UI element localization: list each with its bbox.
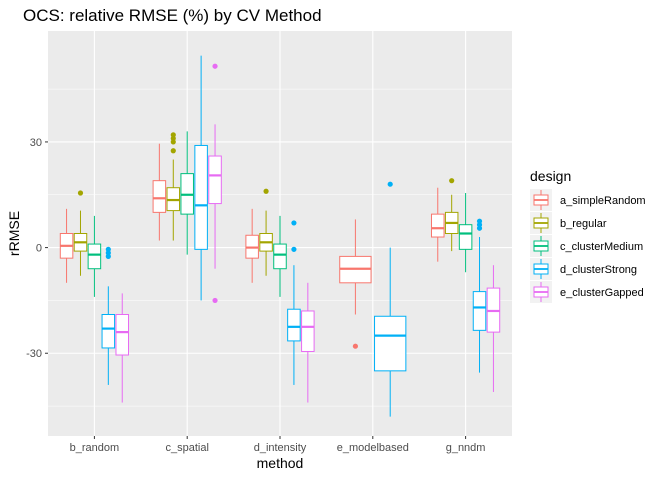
box-g_nndm (444, 178, 459, 252)
box-body (458, 224, 473, 250)
box-b_random (101, 246, 116, 385)
box-c_spatial (208, 63, 222, 304)
series-d_clusterStrong (101, 55, 487, 417)
outlier-point (170, 132, 176, 138)
outlier-point (263, 188, 269, 194)
box-d_intensity (259, 188, 273, 276)
outlier-point (352, 343, 358, 349)
box-body (287, 308, 301, 342)
box-g_nndm (458, 193, 473, 273)
box-series (59, 55, 501, 417)
outlier-point (212, 63, 218, 69)
x-tick-label: b_random (70, 442, 120, 454)
box-g_nndm (472, 218, 487, 373)
outlier-point (105, 253, 111, 259)
box-c_spatial (152, 143, 167, 241)
box-body (115, 314, 130, 356)
box-d_intensity (245, 208, 259, 283)
legend-title: design (530, 168, 571, 184)
box-e_modelbased (374, 181, 407, 417)
box-b_random (87, 215, 102, 297)
x-tick-label: e_modelbased (337, 442, 409, 454)
box-body (472, 291, 487, 331)
box-c_spatial (194, 55, 208, 301)
legend-item: a_simpleRandom (530, 189, 646, 211)
box-d_intensity (273, 215, 287, 297)
x-tick-label: d_intensity (254, 442, 307, 454)
outlier-point (212, 297, 218, 304)
outlier-point (449, 178, 455, 184)
box-body (194, 144, 208, 250)
box-body (152, 180, 167, 213)
y-axis-title: rRMSE (6, 211, 22, 256)
legend: design a_simpleRandom b_regular c_clusterM… (530, 168, 646, 303)
legend-label: c_clusterMedium (560, 241, 643, 253)
outlier-point (170, 148, 176, 154)
box-g_nndm (486, 265, 501, 392)
outlier-point (476, 225, 483, 231)
legend-item: e_clusterGapped (530, 281, 644, 303)
series-e_clusterGapped (115, 63, 501, 403)
box-e_modelbased (339, 219, 372, 349)
outlier-point (387, 181, 393, 187)
series-c_clusterMedium (87, 131, 473, 297)
box-g_nndm (430, 187, 445, 262)
box-c_spatial (166, 132, 181, 241)
y-tick-label: -30 (26, 348, 42, 360)
outlier-point (291, 220, 297, 226)
box-d_intensity (287, 220, 301, 385)
box-b_random (115, 293, 130, 403)
box-c_spatial (180, 131, 194, 255)
x-tick-label: g_nndm (446, 442, 486, 454)
box-b_random (73, 190, 88, 276)
box-body (101, 314, 116, 349)
legend-label: d_clusterStrong (560, 264, 637, 276)
box-b_random (59, 208, 74, 283)
legend-label: a_simpleRandom (560, 195, 646, 207)
series-a_simpleRandom (59, 143, 445, 349)
x-axis-title: method (257, 455, 304, 471)
y-tick-label: 0 (36, 243, 42, 255)
box-d_intensity (301, 282, 315, 403)
box-body (301, 310, 315, 352)
legend-item: d_clusterStrong (530, 258, 637, 280)
box-body (87, 243, 102, 270)
box-body (430, 213, 445, 238)
x-axis: b_random c_spatial d_intensity e_modelbased… (70, 436, 486, 454)
outlier-point (77, 190, 84, 196)
outlier-point (291, 246, 297, 252)
y-tick-label: 30 (30, 137, 42, 149)
y-axis: -30 0 30 (26, 137, 48, 360)
x-tick-label: c_spatial (165, 442, 208, 454)
series-b_regular (73, 132, 459, 276)
legend-item: c_clusterMedium (530, 235, 643, 257)
box-body (208, 155, 222, 205)
legend-item: b_regular (530, 212, 607, 234)
legend-label: e_clusterGapped (560, 287, 644, 299)
chart-title: OCS: relative RMSE (%) by CV Method (23, 6, 322, 25)
box-body (374, 315, 407, 372)
legend-label: b_regular (560, 218, 607, 230)
box-body (273, 243, 287, 270)
